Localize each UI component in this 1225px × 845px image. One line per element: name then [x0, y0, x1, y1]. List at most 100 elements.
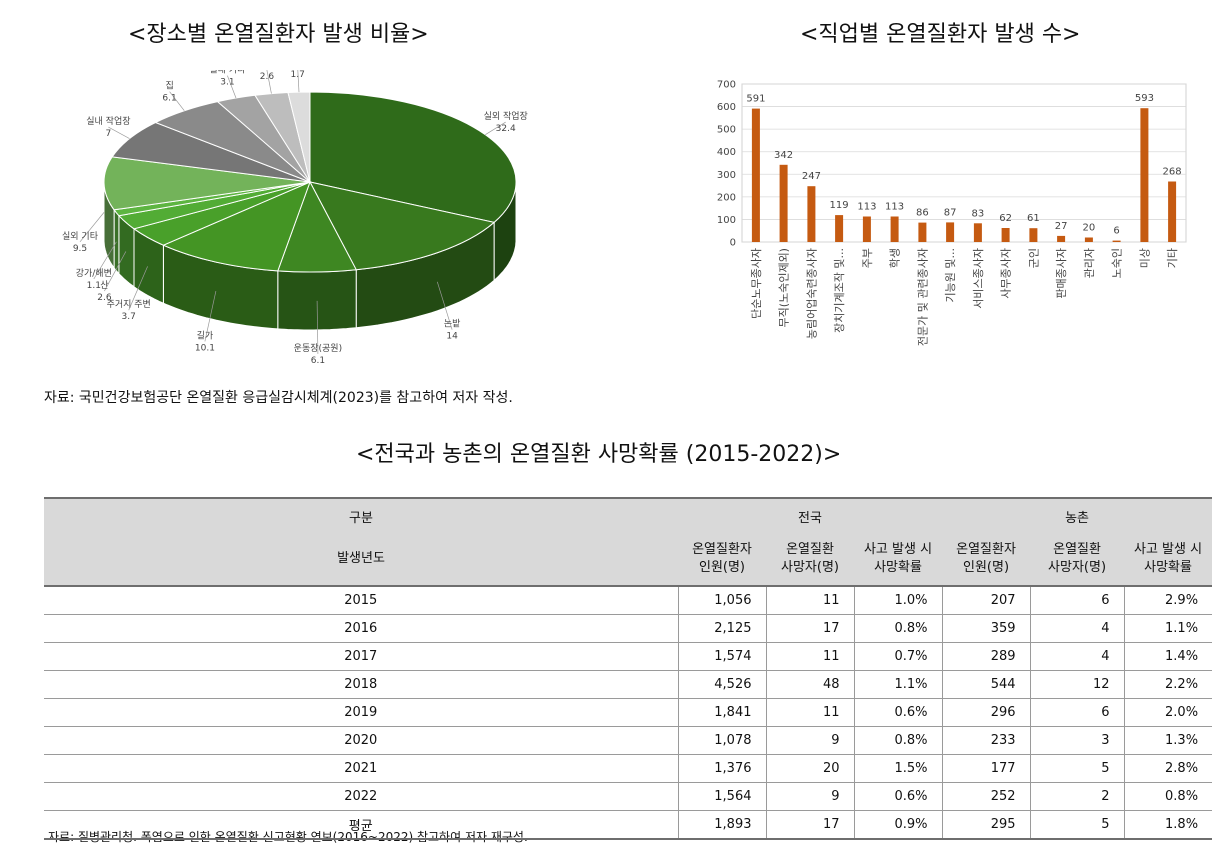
value-cell: 1.1%: [1123, 614, 1213, 643]
header-rural: 농촌: [942, 497, 1213, 533]
header-national: 전국: [678, 497, 943, 533]
table-row: 2015 1,056 11 1.0% 207 6 2.9%: [44, 586, 1213, 615]
value-cell: 6: [1029, 698, 1125, 727]
pie-leader-10: [227, 75, 237, 99]
year-cell: 2017: [44, 642, 678, 671]
y-tick-label-5: 500: [717, 125, 736, 136]
value-cell: 11: [765, 642, 854, 671]
bar-value-label-15: 268: [1163, 167, 1182, 178]
bar-value-label-12: 20: [1083, 223, 1096, 234]
pie-value-4: 3.7: [122, 312, 136, 322]
value-cell: 0.7%: [853, 642, 943, 671]
table-row: 2017 1,574 11 0.7% 289 4 1.4%: [44, 642, 1213, 671]
pie-chart-title: <장소별 온열질환자 발생 비율>: [128, 22, 429, 47]
pie-leader-5: [104, 251, 127, 292]
value-cell: 1.8%: [1123, 810, 1213, 840]
x-tick-label-10: 군인: [1027, 248, 1040, 268]
value-cell: 0.6%: [853, 782, 943, 811]
top-source-note: 자료: 국민건강보험공단 온열질환 응급실감시체계(2023)를 참고하여 저자…: [44, 390, 513, 406]
year-cell: 평균: [44, 810, 678, 840]
value-cell: 9: [765, 782, 854, 811]
value-cell: 2.9%: [1123, 586, 1213, 615]
bar-10: [1029, 228, 1038, 242]
header-national-patients: 온열질환자 인원(명): [678, 533, 766, 587]
header-national-rate: 사고 발생 시 사망확률: [854, 533, 943, 587]
y-tick-label-1: 100: [717, 215, 736, 226]
pie-label-7: 실외 기타: [62, 230, 99, 242]
table-title: <전국과 농촌의 온열질환 사망확률 (2015-2022)>: [356, 442, 842, 467]
pie-leader-3: [204, 291, 217, 342]
pie-label-9: 집: [165, 80, 173, 92]
pie-side-walls: [103, 182, 517, 331]
pie-label-5: 산: [100, 280, 108, 291]
pie-label-0: 실외 작업장: [484, 110, 528, 122]
pie-slice-1: [309, 181, 496, 271]
value-cell: 1.5%: [853, 754, 943, 783]
value-cell: 11: [765, 586, 854, 615]
value-cell: 0.8%: [1123, 782, 1213, 811]
bar-chart-title: <직업별 온열질환자 발생 수>: [800, 22, 1081, 47]
x-tick-label-1: 무직(노숙인제외): [778, 248, 791, 327]
gridlines: 0 100 200 300 400 500 600 700: [717, 80, 1186, 249]
value-cell: 0.6%: [853, 698, 943, 727]
pie-slice-12: [287, 91, 311, 183]
table-row: 평균 1,893 17 0.9% 295 5 1.8%: [44, 810, 1213, 840]
mortality-table: 구분 전국 농촌 발생년도 온열질환자 인원(명) 온열질환 사망자(명) 사고 발…: [44, 497, 1213, 840]
header-rural-rate: 사고 발생 시 사망확률: [1124, 533, 1213, 587]
value-cell: 0.8%: [853, 614, 943, 643]
x-tick-label-7: 기능원 및...: [944, 248, 957, 302]
x-tick-label-13: 노숙인: [1111, 248, 1124, 278]
year-cell: 2022: [44, 782, 678, 811]
pie-slice-7: [103, 156, 311, 211]
year-cell: 2015: [44, 586, 678, 615]
pie-leader-8: [108, 126, 130, 139]
x-tick-label-6: 전문가 및 관련종사자: [916, 248, 929, 346]
pie-side-2: [277, 269, 357, 331]
bar-4: [862, 216, 871, 242]
pie-value-10: 3.1: [220, 78, 234, 88]
bar-14: [1140, 108, 1149, 242]
x-tick-label-9: 사무종사자: [1000, 248, 1013, 299]
pie-leader-6: [93, 241, 117, 280]
x-tick-label-0: 단순노무종사자: [750, 248, 763, 319]
bar-value-label-13: 6: [1113, 226, 1119, 237]
pie-label-1: 논밭: [444, 319, 461, 330]
value-cell: 1,893: [677, 810, 766, 840]
value-cell: 1,574: [677, 642, 766, 671]
bar-9: [1001, 228, 1010, 242]
bar-5: [890, 216, 899, 242]
header-national-deaths: 온열질환 사망자(명): [766, 533, 854, 587]
value-cell: 359: [941, 614, 1031, 643]
year-cell: 2020: [44, 726, 678, 755]
bar-11: [1057, 235, 1066, 242]
value-cell: 289: [941, 642, 1031, 671]
value-cell: 17: [765, 614, 854, 643]
table-header-row: 구분 전국 농촌: [44, 497, 1213, 533]
pie-label-8: 실내 작업장: [86, 116, 130, 127]
value-cell: 207: [941, 586, 1031, 615]
bar-value-label-2: 247: [802, 171, 821, 182]
pie-leader-9: [169, 91, 185, 111]
pie-leader-4: [128, 266, 148, 311]
bar-value-label-11: 27: [1055, 221, 1068, 232]
pie-chart: 실외 작업장 32.4 논밭 14 운동장(공원) 6.1 길가 10.1 주거지 주변 3.7 산…: [62, 70, 528, 366]
value-cell: 1.0%: [853, 586, 943, 615]
x-tick-label-15: 기타: [1166, 248, 1179, 268]
value-cell: 11: [765, 698, 854, 727]
table-row: 2020 1,078 9 0.8% 233 3 1.3%: [44, 726, 1213, 755]
value-cell: 2,125: [677, 614, 766, 643]
bar-3: [835, 215, 844, 242]
y-tick-label-4: 400: [717, 147, 736, 158]
pie-leader-11: [266, 70, 272, 94]
x-tick-label-3: 장치기계조작 및...: [833, 248, 846, 333]
value-cell: 1,056: [677, 586, 766, 615]
value-cell: 177: [941, 754, 1031, 783]
bar-value-label-6: 86: [916, 208, 929, 219]
x-tick-label-4: 주부: [861, 248, 874, 268]
pie-value-8: 7: [106, 129, 112, 139]
header-rural-deaths: 온열질환 사망자(명): [1030, 533, 1125, 587]
value-cell: 0.8%: [853, 726, 943, 755]
value-cell: 48: [765, 670, 854, 699]
y-tick-label-7: 700: [717, 80, 736, 91]
table-subheader-row: 발생년도 온열질환자 인원(명) 온열질환 사망자(명) 사고 발생 시 사망확률 온…: [44, 533, 1213, 587]
